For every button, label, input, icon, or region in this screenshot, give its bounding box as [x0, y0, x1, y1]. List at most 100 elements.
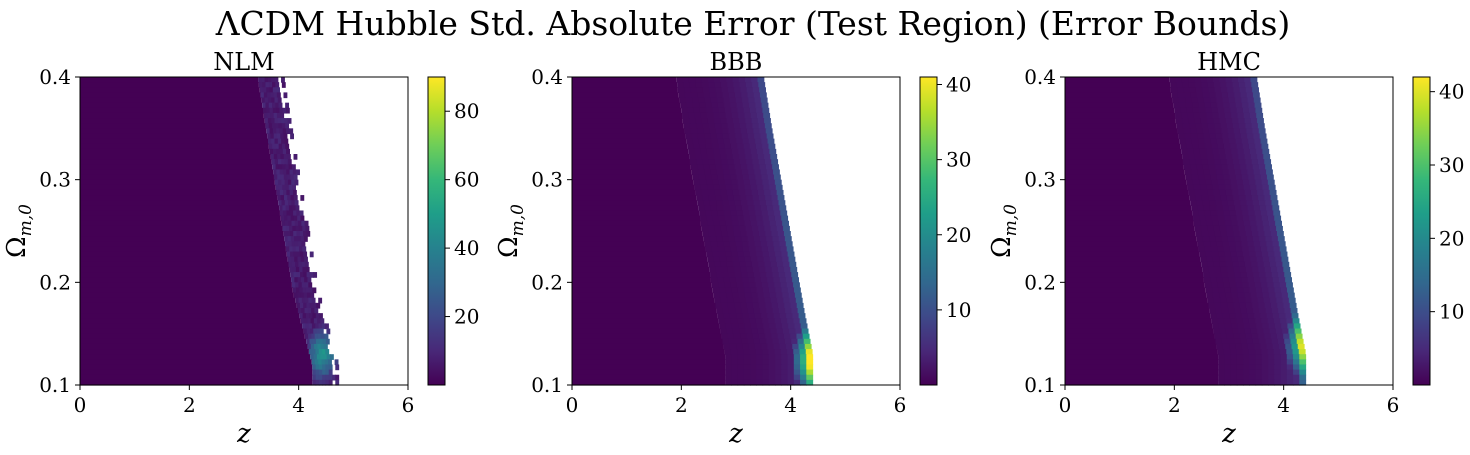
- heat-cell: [767, 210, 775, 217]
- heat-cell: [1261, 282, 1268, 289]
- heat-cell: [776, 225, 784, 232]
- heat-cell: [1251, 261, 1259, 268]
- heat-cell: [1227, 128, 1235, 135]
- heat-cell: [311, 333, 316, 340]
- heat-cell: [1261, 379, 1269, 386]
- heat-cell: [713, 256, 721, 263]
- heat-cell: [679, 97, 687, 104]
- heat-cell: [296, 251, 301, 258]
- heat-cell: [1292, 349, 1300, 355]
- heat-cell: [716, 205, 724, 212]
- heat-cell: [764, 261, 772, 268]
- heat-cell: [737, 349, 744, 355]
- heat-cell: [708, 225, 715, 232]
- heat-cell: [773, 277, 781, 283]
- heat-cell: [1278, 241, 1286, 247]
- heat-cell: [1273, 318, 1281, 324]
- heat-cell: [736, 174, 744, 181]
- heat-cell: [273, 169, 278, 176]
- heat-cell: [309, 287, 314, 294]
- heat-cell: [725, 112, 733, 119]
- heat-cell: [1239, 333, 1247, 340]
- heat-cell: [769, 292, 777, 299]
- heat-cell: [746, 231, 754, 237]
- heat-cell: [1200, 220, 1208, 227]
- heat-cell: [1252, 302, 1260, 309]
- heat-cell: [1213, 261, 1221, 268]
- heat-cell: [729, 241, 737, 247]
- heat-cell: [740, 333, 748, 340]
- heat-cell: [760, 277, 768, 283]
- heat-cell: [325, 364, 330, 371]
- heat-cell: [781, 287, 789, 294]
- heat-cell: [696, 159, 704, 165]
- heat-cell: [80, 261, 289, 268]
- heat-cell: [1190, 92, 1198, 99]
- heat-cell: [572, 369, 726, 376]
- heat-cell: [782, 292, 790, 299]
- heat-cell: [1272, 313, 1280, 319]
- heat-cell: [741, 308, 749, 314]
- heat-cell: [1257, 123, 1265, 129]
- heat-cell: [1288, 297, 1296, 304]
- heat-cell: [1233, 195, 1240, 201]
- heat-cell: [1194, 189, 1202, 196]
- heat-cell: [322, 374, 327, 381]
- y-tick-label: 0.1: [531, 373, 563, 397]
- heat-cell: [752, 123, 760, 129]
- heat-cell: [1216, 97, 1224, 104]
- x-tick-label: 6: [1387, 393, 1400, 417]
- heat-cell: [714, 189, 722, 196]
- heat-cell: [1180, 107, 1188, 114]
- heat-cell: [717, 174, 725, 181]
- heat-cell: [1258, 128, 1266, 135]
- heat-cell: [1065, 205, 1192, 212]
- heat-cell: [780, 282, 788, 289]
- heat-cell: [305, 225, 310, 232]
- heat-cell: [266, 107, 271, 114]
- heat-cell: [793, 354, 801, 360]
- heat-cell: [759, 128, 767, 135]
- heat-cell: [1275, 328, 1283, 335]
- heat-cell: [766, 205, 774, 212]
- heat-cell: [761, 102, 769, 109]
- heat-cell: [332, 374, 336, 381]
- heat-cell: [264, 118, 269, 124]
- heat-cell: [80, 272, 291, 278]
- heat-cell: [727, 82, 734, 88]
- heat-cell: [747, 308, 755, 314]
- heat-cell: [268, 82, 273, 88]
- heat-cell: [80, 343, 308, 350]
- heat-cell: [1234, 92, 1242, 99]
- heat-cell: [1239, 159, 1247, 165]
- heat-cell: [722, 236, 730, 242]
- heat-cell: [745, 77, 752, 83]
- heat-cell: [1222, 277, 1230, 283]
- heat-cell: [770, 189, 778, 196]
- heat-cell: [1241, 241, 1249, 247]
- heat-cell: [738, 184, 746, 191]
- heat-cell: [709, 266, 716, 273]
- heat-cell: [764, 118, 771, 124]
- heat-cell: [1232, 225, 1240, 232]
- heat-cell: [1206, 148, 1214, 155]
- heat-cell: [572, 148, 689, 155]
- heat-cell: [312, 287, 317, 294]
- heat-cell: [1220, 195, 1228, 201]
- heat-cell: [1297, 343, 1305, 350]
- heat-cell: [1248, 282, 1256, 289]
- heat-cell: [751, 256, 758, 263]
- y-tick-label: 0.4: [531, 65, 563, 89]
- heat-cell: [299, 210, 304, 217]
- heat-cell: [752, 159, 760, 165]
- heat-cell: [711, 138, 719, 145]
- heat-cell: [572, 184, 695, 191]
- heat-cell: [286, 189, 291, 196]
- heat-cell: [801, 328, 809, 335]
- heat-cell: [709, 164, 717, 170]
- heat-cell: [1223, 143, 1231, 150]
- heat-cell: [728, 236, 736, 242]
- heat-cell: [1220, 87, 1228, 93]
- heat-cell: [1273, 210, 1281, 217]
- heat-cell: [1288, 328, 1296, 335]
